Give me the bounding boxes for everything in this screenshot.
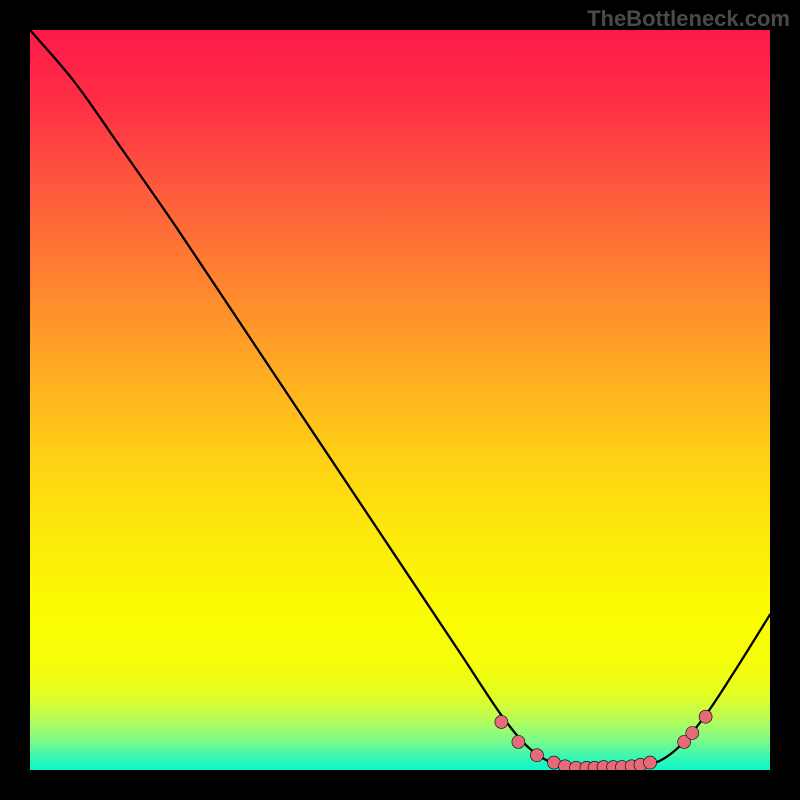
plot-area	[30, 30, 770, 770]
curve-marker	[699, 710, 712, 723]
bottleneck-curve	[30, 30, 770, 770]
curve-markers	[495, 710, 712, 770]
curve-marker	[530, 749, 543, 762]
curve-marker	[644, 756, 657, 769]
curve-layer	[30, 30, 770, 770]
curve-marker	[512, 735, 525, 748]
curve-marker	[495, 715, 508, 728]
curve-marker	[686, 727, 699, 740]
watermark-text: TheBottleneck.com	[587, 6, 790, 32]
